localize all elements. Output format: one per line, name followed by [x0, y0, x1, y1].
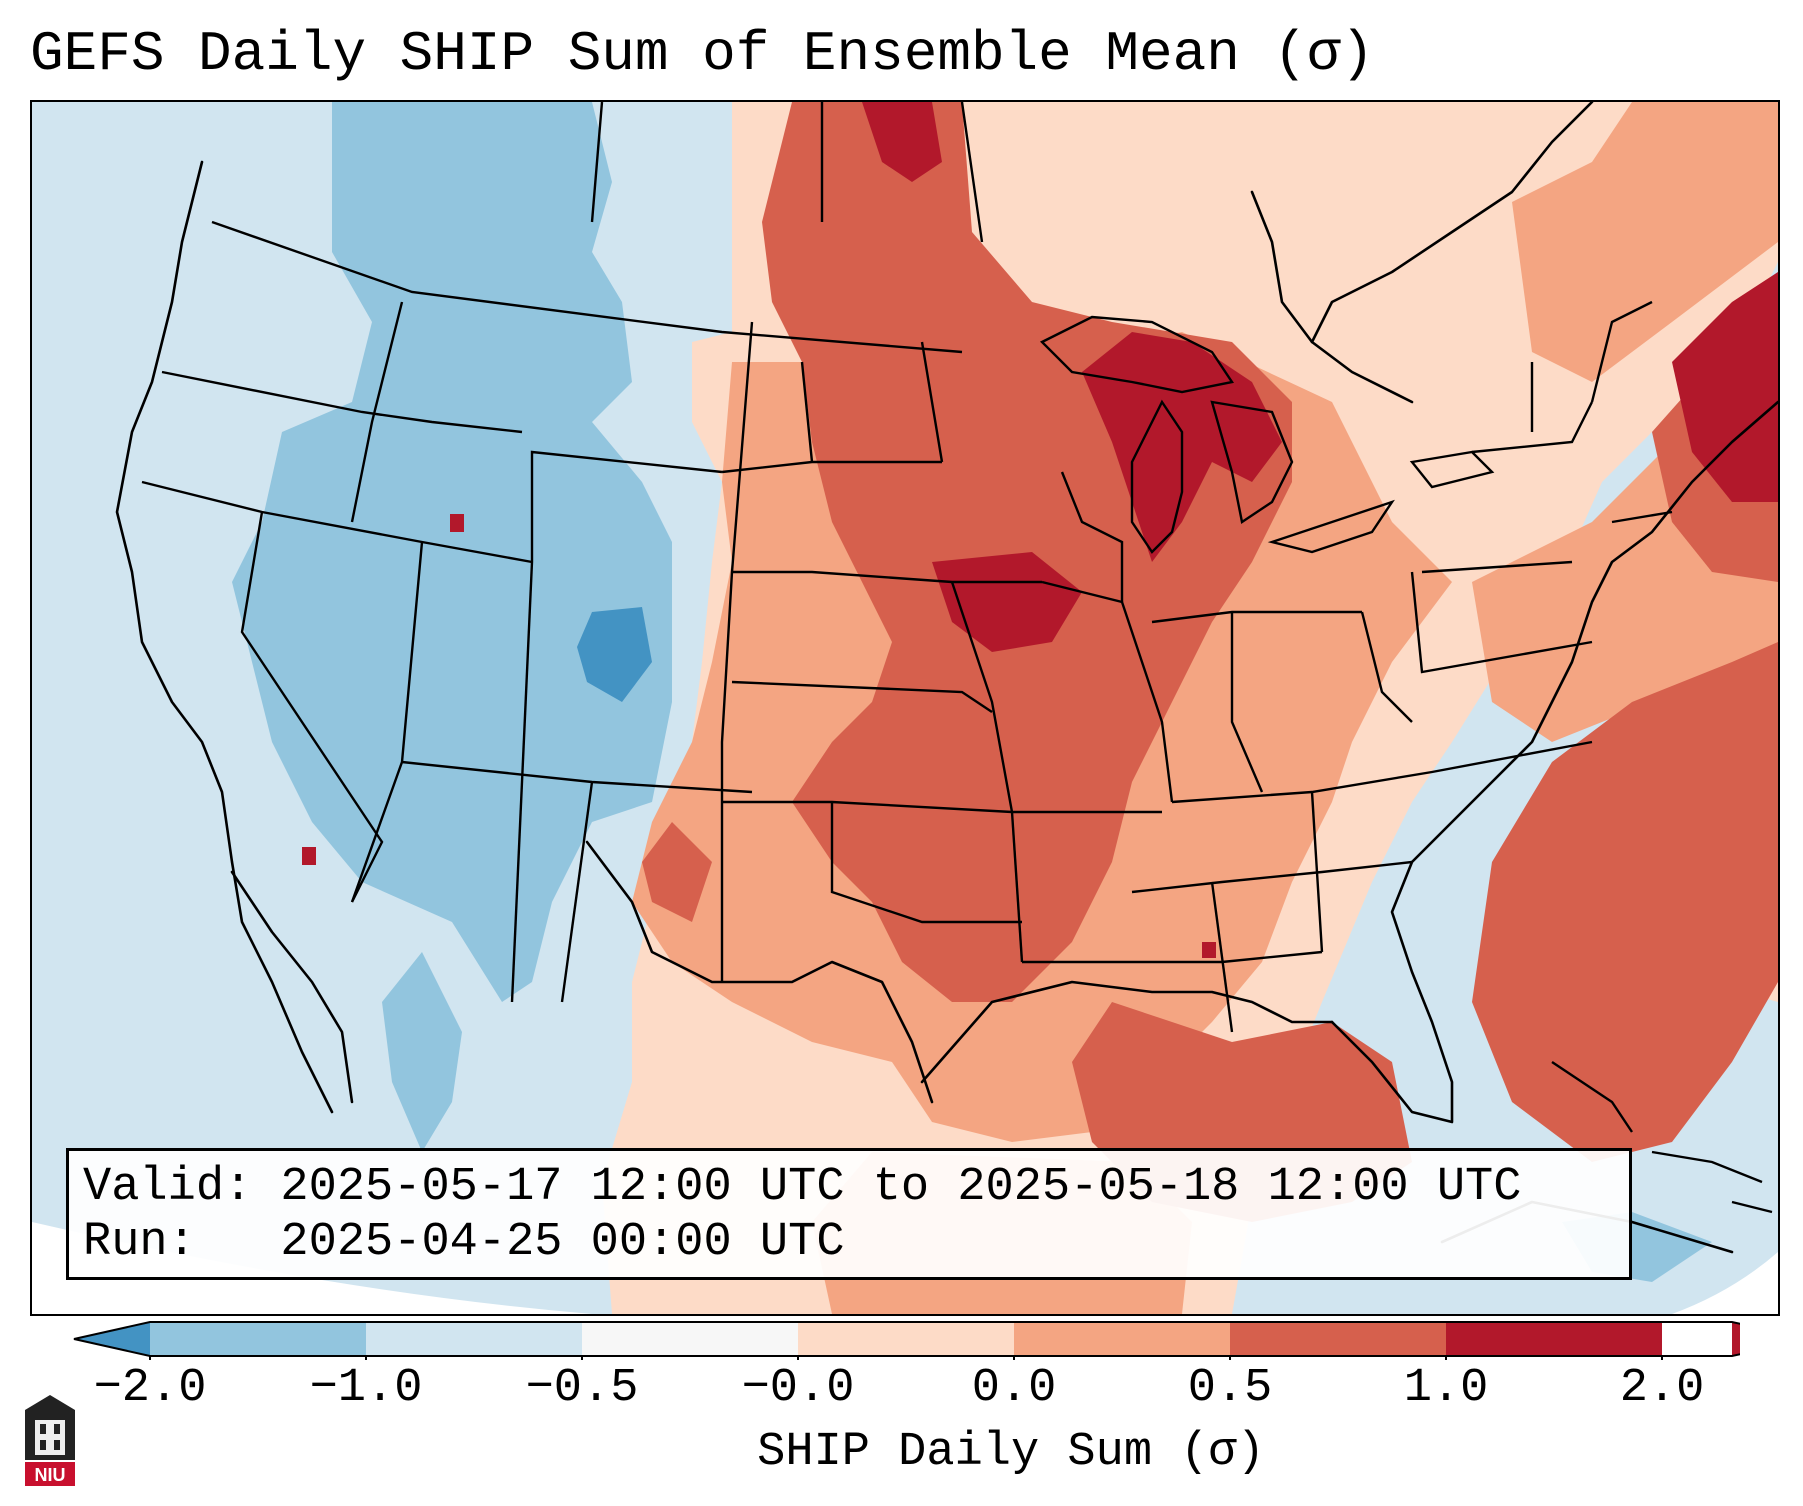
validity-info-box: Valid: 2025-05-17 12:00 UTC to 2025-05-1…: [66, 1148, 1632, 1280]
colorbar-extend-low: [74, 1322, 150, 1356]
colorbar-bin: [1230, 1322, 1446, 1356]
out-of-domain-area: [1672, 1252, 1778, 1314]
anomaly-region-negative: [232, 102, 672, 1002]
anomaly-region-positive-strong: [642, 822, 712, 922]
colorbar-tick-label: −1.0: [309, 1362, 423, 1415]
valid-time-text: Valid: 2025-05-17 12:00 UTC to 2025-05-1…: [83, 1161, 1522, 1214]
colorbar-tick-label: 0.5: [1187, 1362, 1273, 1415]
anomaly-region-positive-moderate: [1512, 102, 1778, 382]
svg-text:NIU: NIU: [35, 1465, 66, 1485]
anomaly-map: [32, 102, 1778, 1314]
colorbar-tick-label: 0.0: [971, 1362, 1057, 1415]
colorbar-tick-label: 2.0: [1619, 1362, 1705, 1415]
coastlines: [115, 102, 1778, 1254]
great-lakes: [1039, 315, 1495, 554]
anomaly-region-positive-extreme: [1672, 272, 1778, 502]
colorbar-bin: [582, 1322, 798, 1356]
anomaly-region-negative: [382, 952, 462, 1152]
colorbar-extend-high: [1732, 1322, 1740, 1356]
colorbar-bin: [150, 1322, 366, 1356]
anomaly-region-positive-strong: [762, 102, 1292, 1002]
colorbar-bin: [1446, 1322, 1662, 1356]
colorbar-bin: [798, 1322, 1014, 1356]
run-time-text: Run: 2025-04-25 00:00 UTC: [83, 1216, 845, 1269]
colorbar-bin: [366, 1322, 582, 1356]
anomaly-region-positive-extreme: [862, 102, 942, 182]
colorbar-tick-label: −0.5: [525, 1362, 639, 1415]
colorbar-bin: [1014, 1322, 1230, 1356]
chart-title: GEFS Daily SHIP Sum of Ensemble Mean (σ): [30, 22, 1375, 86]
colorbar-tick-label: −2.0: [93, 1362, 207, 1415]
caribbean-islands: [1551, 1061, 1773, 1214]
map-panel: [30, 100, 1780, 1316]
colorbar: [73, 1321, 1740, 1360]
anomaly-cell-extreme: [450, 514, 464, 532]
anomaly-cell-extreme: [302, 847, 316, 865]
colorbar-tick-label: −0.0: [741, 1362, 855, 1415]
anomaly-cell-extreme: [1202, 942, 1216, 958]
out-of-domain-area: [32, 1222, 592, 1314]
anomaly-region-positive-extreme: [932, 552, 1082, 652]
colorbar-tick-label: 1.0: [1403, 1362, 1489, 1415]
anomaly-region-strong-negative: [577, 607, 652, 702]
anomaly-region-positive-strong: [1472, 642, 1778, 1162]
niu-logo: NIU: [25, 1395, 75, 1486]
colorbar-label: SHIP Daily Sum (σ): [757, 1426, 1265, 1479]
state-boundaries: [141, 102, 1673, 1033]
